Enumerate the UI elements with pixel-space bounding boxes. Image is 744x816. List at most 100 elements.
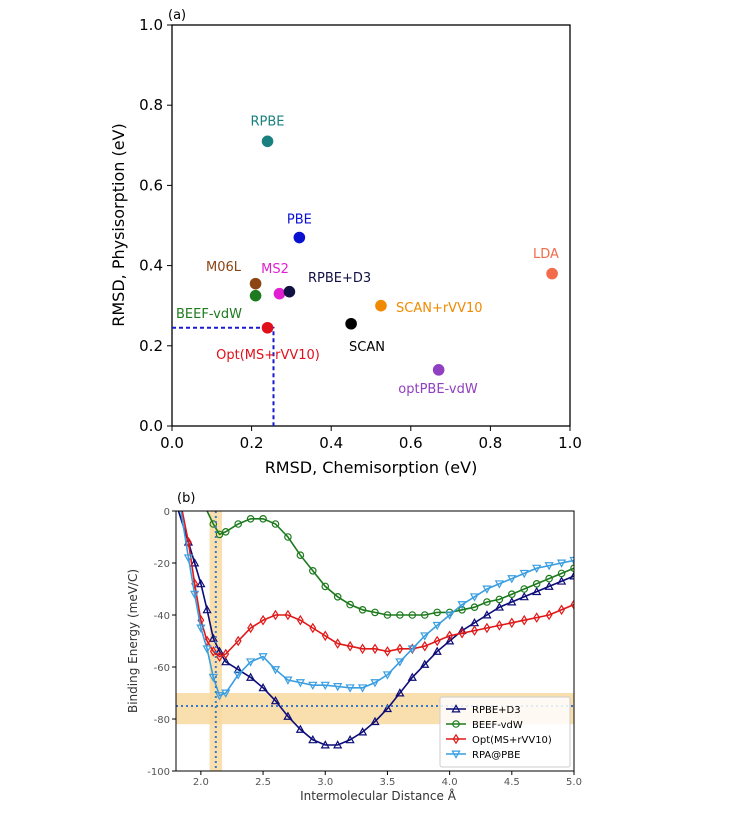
series-point-rpa-pbe	[202, 645, 212, 654]
series-point-rpa-pbe	[544, 562, 554, 571]
series-point-opt-ms-rvv10	[359, 643, 366, 655]
point-label-ms2: MS2	[261, 262, 289, 277]
point-label-opt-ms-rvv10: Opt(MS+rVV10)	[216, 348, 320, 363]
x-tick-label: 3.0	[317, 777, 333, 788]
series-point-opt-ms-rvv10	[371, 643, 379, 655]
series-point-rpa-pbe	[233, 671, 243, 680]
series-point-rpa-pbe	[190, 590, 200, 600]
panel-a-ticks: 0.0 0.2 0.4 0.6 0.8 1.0 0.0 0.2 0.4 0.6 0.8 1.0	[139, 16, 582, 452]
series-point-rpa-pbe	[507, 575, 517, 584]
point-opt-ms-rvv10	[261, 321, 274, 334]
panel-a-ylabel: RMSD, Physisorption (eV)	[109, 123, 128, 326]
point-rpbe	[261, 135, 274, 148]
point-pbe	[293, 231, 306, 244]
series-point-beef-vdw	[470, 603, 479, 612]
series-point-beef-vdw	[495, 595, 504, 604]
panel-b-line: (b) 2.0 2.5 3.0 3.5 4.0 4.5 5.0 0 -20 -40 -60 -80 -1…	[126, 491, 582, 803]
series-point-beef-vdw	[346, 600, 354, 609]
series-point-rpa-pbe	[457, 601, 467, 610]
x-tick-label: 3.5	[379, 777, 395, 788]
series-point-beef-vdw	[271, 520, 280, 528]
series-point-rpa-pbe	[532, 564, 542, 574]
series-point-rpbe-d3	[432, 646, 442, 655]
series-point-opt-ms-rvv10	[396, 643, 404, 655]
series-point-rpbe-d3	[308, 734, 318, 744]
point-label-scan: SCAN	[349, 340, 385, 355]
y-tick-label: 0.8	[139, 96, 163, 114]
series-point-opt-ms-rvv10	[520, 614, 528, 626]
x-tick-label: 1.0	[558, 434, 582, 452]
point-optpbe-vdw	[432, 364, 445, 376]
series-point-rpa-pbe	[382, 671, 393, 680]
x-tick-label: 0.2	[240, 434, 264, 452]
series-point-rpbe-d3	[370, 716, 380, 726]
series-point-beef-vdw	[483, 598, 491, 606]
series-point-rpbe-d3	[482, 610, 492, 619]
series-point-beef-vdw	[433, 608, 441, 617]
series-point-rpbe-d3	[395, 688, 405, 697]
point-ms2	[273, 287, 286, 300]
series-line-beef-vdw	[206, 511, 574, 616]
series-point-rpa-pbe	[482, 585, 492, 594]
series-point-rpa-pbe	[370, 679, 380, 688]
y-tick-label: 0.4	[139, 257, 163, 275]
x-tick-label: 2.5	[255, 777, 271, 788]
series-point-rpbe-d3	[246, 672, 256, 681]
series-point-beef-vdw	[520, 585, 529, 593]
series-opt-ms-rvv10	[181, 511, 574, 662]
legend-marker	[452, 733, 460, 745]
series-point-opt-ms-rvv10	[185, 536, 192, 548]
panel-b-series	[177, 511, 574, 749]
x-tick-label: 0.6	[399, 434, 423, 452]
series-point-rpa-pbe	[246, 658, 256, 667]
series-point-beef-vdw	[215, 530, 224, 539]
series-point-opt-ms-rvv10	[209, 646, 217, 657]
series-point-opt-ms-rvv10	[296, 614, 304, 626]
series-point-beef-vdw	[508, 590, 516, 599]
series-point-beef-vdw	[321, 582, 330, 591]
series-point-beef-vdw	[408, 611, 417, 619]
series-point-rpbe-d3	[556, 576, 567, 585]
panel-a-xlabel: RMSD, Chemisorption (eV)	[265, 458, 478, 477]
series-point-opt-ms-rvv10	[284, 609, 292, 621]
series-point-rpa-pbe	[445, 611, 455, 620]
series-point-rpbe-d3	[208, 633, 218, 642]
series-point-opt-ms-rvv10	[545, 609, 553, 621]
series-point-rpa-pbe	[308, 681, 318, 691]
series-point-rpa-pbe	[345, 684, 355, 693]
y-tick-label: -40	[154, 611, 170, 622]
series-point-rpbe-d3	[196, 578, 206, 588]
series-point-beef-vdw	[296, 551, 305, 560]
point-label-lda: LDA	[533, 247, 559, 262]
series-point-beef-vdw	[246, 514, 255, 523]
y-tick-label: 0	[164, 507, 170, 518]
point-label-rpbe-d3: RPBE+D3	[308, 271, 371, 286]
y-tick-label: -60	[154, 663, 170, 674]
series-point-rpbe-d3	[544, 581, 554, 590]
series-point-beef-vdw	[420, 611, 429, 619]
series-point-opt-ms-rvv10	[216, 651, 223, 662]
panel-a-scatter: (a) 0.0 0.2 0.4 0.6 0.8 1.0 0.0 0.2 0.4 0.6 0.8 1.0…	[109, 8, 582, 477]
legend-item-rpbe-d3: RPBE+D3	[446, 704, 521, 716]
panel-b-label: (b)	[177, 491, 195, 506]
x-tick-label: 4.0	[442, 777, 458, 788]
series-point-beef-vdw	[545, 574, 553, 583]
series-line-opt-ms-rvv10	[181, 511, 574, 658]
dotted-guide-line	[172, 326, 275, 426]
series-point-rpbe-d3	[202, 604, 212, 614]
series-point-rpbe-d3	[382, 703, 393, 713]
y-tick-label: 0.6	[139, 176, 163, 194]
series-point-opt-ms-rvv10	[309, 622, 317, 634]
series-point-beef-vdw	[259, 514, 267, 523]
x-tick-label: 0.4	[319, 434, 343, 452]
panel-b-legend: RPBE+D3 BEEF-vdW Opt(MS+rVV10) RPA@PBE	[439, 696, 571, 768]
series-point-rpbe-d3	[320, 740, 330, 749]
series-point-opt-ms-rvv10	[458, 627, 466, 639]
panel-a-points: RPBE PBE LDA M06L MS2 RPBE+D3 BEEF-vdW SCAN+rVV…	[176, 114, 559, 397]
series-point-opt-ms-rvv10	[259, 614, 267, 626]
series-point-beef-vdw	[284, 533, 292, 541]
legend-item-rpa-pbe: RPA@PBE	[446, 750, 520, 761]
series-point-rpbe-d3	[258, 682, 268, 692]
series-point-opt-ms-rvv10	[203, 635, 211, 647]
